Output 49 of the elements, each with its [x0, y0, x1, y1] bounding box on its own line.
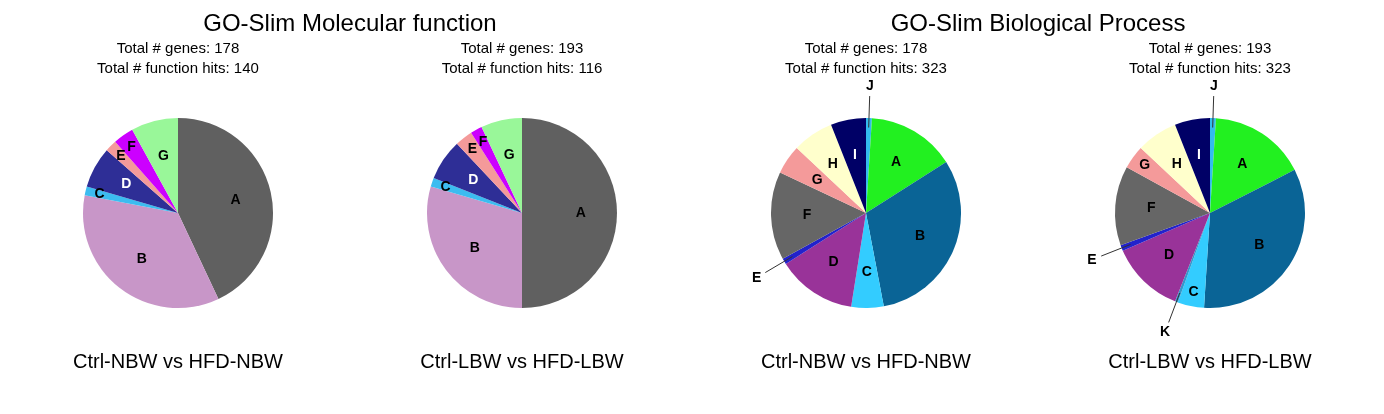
slice-label: K — [1160, 322, 1171, 339]
chart-subtitle: Total # genes: 178 — [803, 38, 929, 58]
text: Total # function hits: 116 — [440, 58, 604, 78]
slice-label: E — [116, 146, 126, 163]
slice-label: C — [861, 262, 872, 279]
slice-label: C — [440, 177, 451, 194]
slice-label: A — [230, 191, 241, 208]
text: Total # function hits: 323 — [784, 58, 948, 78]
slice-label: E — [752, 268, 762, 285]
slice-label: D — [828, 253, 839, 270]
text: Ctrl-LBW vs HFD-LBW — [419, 349, 625, 374]
slice-label: A — [1237, 154, 1248, 171]
slice-label: C — [1188, 282, 1199, 299]
slice-label: B — [1254, 236, 1265, 253]
chart-subtitle: Total # genes: 193 — [1147, 38, 1273, 58]
slice-label: H — [827, 155, 838, 172]
text: Ctrl-NBW vs HFD-NBW — [760, 349, 972, 374]
slice-label: G — [157, 146, 169, 163]
slice-label: F — [127, 137, 137, 154]
text: Total # function hits: 323 — [1128, 58, 1292, 78]
slice-label: H — [1171, 155, 1182, 172]
slice-label: B — [136, 250, 147, 267]
text: GO-Slim Molecular function — [203, 8, 497, 38]
slice-label: I — [1197, 146, 1201, 162]
slice-label: E — [467, 140, 478, 157]
text: Total # function hits: 140 — [96, 58, 260, 78]
slice-label: E — [1087, 250, 1097, 267]
slice-label: A — [575, 203, 586, 220]
slice-label: G — [1139, 156, 1151, 173]
slice-label: A — [890, 153, 902, 170]
slice-label: F — [1147, 199, 1156, 216]
text: GO-Slim Biological Process — [890, 8, 1186, 38]
slice-label: B — [914, 227, 926, 244]
slice-label: F — [478, 133, 488, 150]
slice-label: D — [468, 170, 479, 187]
slice-label: D — [1163, 246, 1175, 263]
text: Ctrl-LBW vs HFD-LBW — [1107, 349, 1313, 374]
slice-label: B — [469, 239, 480, 256]
slice-label: G — [811, 170, 823, 187]
slice-label: J — [1210, 76, 1218, 93]
slice-label: G — [503, 146, 515, 163]
slice-label: F — [802, 205, 812, 222]
text: Ctrl-NBW vs HFD-NBW — [72, 349, 284, 374]
chart-subtitle: Total # genes: 178 — [115, 38, 241, 58]
slice-label: I — [853, 146, 857, 162]
slice-label: C — [94, 185, 105, 202]
slice-label: J — [866, 76, 874, 93]
slice-label: D — [121, 175, 132, 192]
chart-subtitle: Total # genes: 193 — [459, 38, 585, 58]
